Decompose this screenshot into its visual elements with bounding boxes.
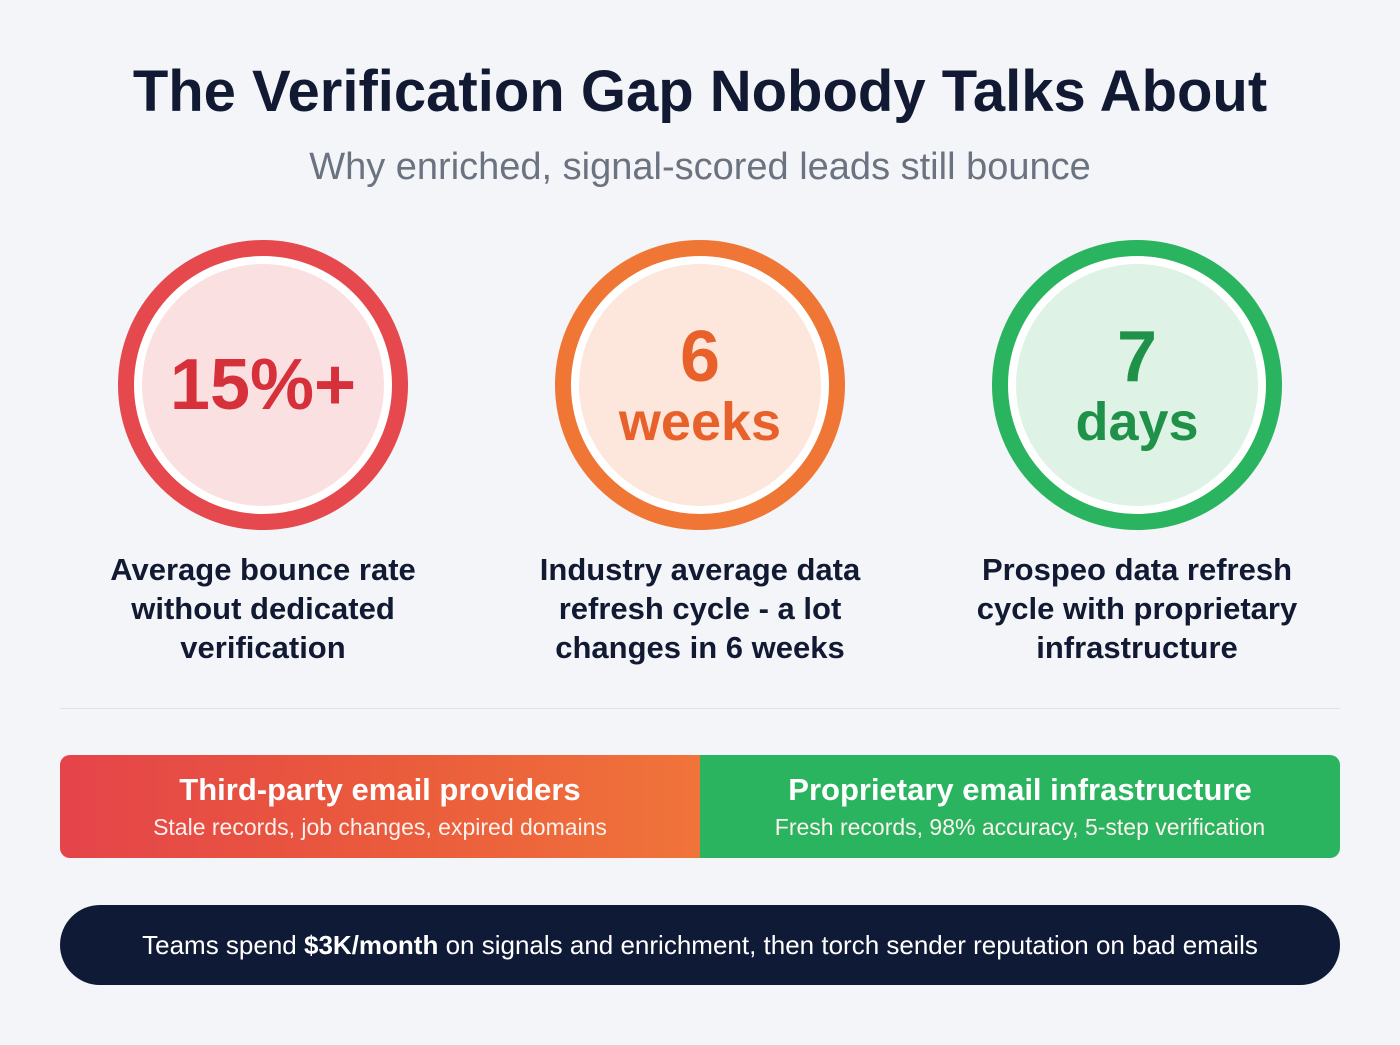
page-title: The Verification Gap Nobody Talks About xyxy=(132,59,1268,124)
footer-highlight: $3K/month xyxy=(304,929,439,960)
footer-banner: Teams spend $3K/month on signals and enr… xyxy=(60,905,1340,985)
stat-description: Industry average data refresh cycle - a … xyxy=(539,552,861,665)
comparison-title: Third-party email providers xyxy=(179,772,581,807)
stat-unit: days xyxy=(1075,392,1199,452)
footer-suffix: on signals and enrichment, then torch se… xyxy=(438,929,1258,960)
section-divider xyxy=(60,708,1340,709)
comparison-title: Proprietary email infrastructure xyxy=(788,772,1252,807)
stat-prospeo-refresh: 7 days Prospeo data refresh cycle with p… xyxy=(917,240,1357,667)
stat-industry-refresh: 6 weeks Industry average data refresh cy… xyxy=(480,240,920,667)
stat-ring: 7 days xyxy=(992,240,1282,530)
stat-ring: 15%+ xyxy=(118,240,408,530)
stat-bounce-rate: 15%+ Average bounce rate without dedicat… xyxy=(43,240,483,667)
stat-ring: 6 weeks xyxy=(555,240,845,530)
comparison-bar: Third-party email providers Stale record… xyxy=(60,755,1340,858)
stat-unit: weeks xyxy=(618,392,782,452)
stat-value: 15%+ xyxy=(169,345,357,425)
stat-value: 6 xyxy=(679,317,721,397)
comparison-proprietary: Proprietary email infrastructure Fresh r… xyxy=(700,755,1340,858)
stat-description: Average bounce rate without dedicated ve… xyxy=(110,552,416,665)
comparison-third-party: Third-party email providers Stale record… xyxy=(60,755,700,858)
stat-value: 7 xyxy=(1116,317,1158,397)
page-subtitle: Why enriched, signal-scored leads still … xyxy=(309,146,1091,188)
footer-prefix: Teams spend xyxy=(142,929,304,960)
stat-description: Prospeo data refresh cycle with propriet… xyxy=(976,552,1298,665)
comparison-subtitle: Fresh records, 98% accuracy, 5-step veri… xyxy=(774,814,1266,840)
comparison-subtitle: Stale records, job changes, expired doma… xyxy=(153,814,607,840)
